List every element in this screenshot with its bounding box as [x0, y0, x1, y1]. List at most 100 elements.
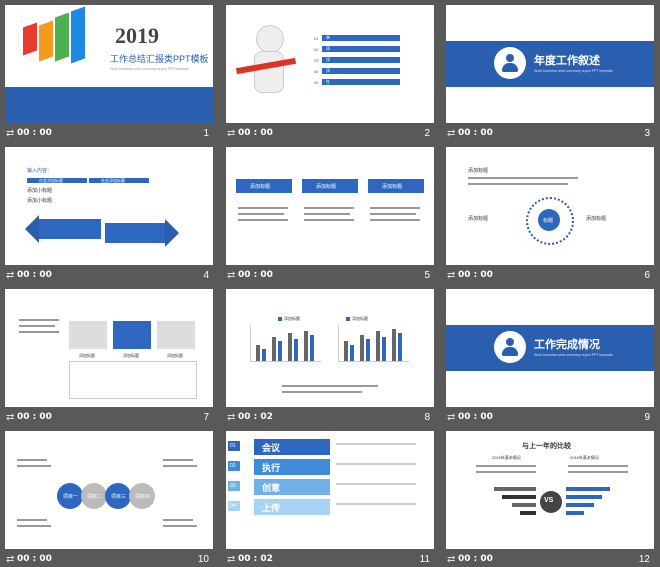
slide-10-canvas: 项目一 项目二 项目三 项目四	[5, 431, 213, 549]
content-label: 输入内容：	[27, 168, 53, 174]
transition-icon: ⇄	[227, 412, 236, 423]
side-label: 添加标题	[468, 216, 489, 222]
tag-label: 在此添加标题	[101, 178, 125, 183]
slide-number: 8	[424, 412, 430, 423]
transition-icon: ⇄	[227, 128, 236, 139]
slide-3-subheading: Work business work summary report PPT te…	[534, 69, 613, 73]
slide-thumbnail-5[interactable]: 添加标题 添加标题 添加标题 ⇄ 00 : 00 5	[226, 147, 434, 283]
slide-thumbnail-4[interactable]: 输入内容： 在此添加标题 在此添加标题 添加小标题 添加小标题 ⇄ 00 : 00…	[5, 147, 213, 283]
column-heading: 添加标题	[250, 184, 271, 190]
slide-2-canvas: 01单击添加标题 02添加您需要的标题 03添加您的标题内容 04添加您的标题 …	[226, 5, 434, 123]
bar-graphic	[39, 20, 53, 62]
slide-1-banner	[5, 87, 213, 123]
bar-graphic	[71, 6, 85, 64]
side-label: 添加标题	[586, 216, 607, 222]
right-heading: 2016年基本情况	[570, 455, 599, 460]
tag-label: 在此添加标题	[39, 178, 63, 183]
slide-number: 6	[644, 270, 650, 281]
figure-body	[254, 51, 284, 93]
slide-timing: 00 : 02	[238, 412, 273, 422]
center-label: 标题	[543, 218, 554, 224]
slide-12-title: 与上一年的比较	[522, 443, 571, 450]
slide-thumbnail-10[interactable]: 项目一 项目二 项目三 项目四 ⇄ 00 : 00 10	[5, 431, 213, 567]
bar-graphic	[23, 22, 37, 56]
slide-3-heading: 年度工作叙述	[534, 55, 600, 67]
slide-number: 7	[203, 412, 209, 423]
slide-timing: 00 : 00	[17, 554, 52, 564]
slide-timing: 00 : 00	[458, 412, 493, 422]
slide-1-canvas: 2019 工作总结汇报类PPT模板 Work business work sum…	[5, 5, 213, 123]
slide-number: 11	[419, 554, 430, 565]
item-number: 02	[230, 463, 236, 469]
slide-timing: 00 : 00	[458, 554, 493, 564]
slide-4-canvas: 输入内容： 在此添加标题 在此添加标题 添加小标题 添加小标题	[5, 147, 213, 265]
slide-number: 9	[644, 412, 650, 423]
transition-icon: ⇄	[6, 554, 15, 565]
subheading: 添加小标题	[27, 198, 53, 204]
slide-3-canvas: 年度工作叙述 Work business work summary report…	[446, 5, 654, 123]
transition-icon: ⇄	[6, 128, 15, 139]
slide-7-canvas: 添加标题 添加标题 添加标题	[5, 289, 213, 407]
slide-timing: 00 : 00	[238, 128, 273, 138]
slide-number: 10	[197, 554, 209, 565]
node-label: 项目三	[111, 494, 127, 500]
node-label: 项目一	[63, 494, 79, 500]
slide-9-heading: 工作完成情况	[534, 339, 600, 351]
slide-5-canvas: 添加标题 添加标题 添加标题	[226, 147, 434, 265]
item-label: 会议	[262, 443, 281, 453]
slide-number: 5	[424, 270, 430, 281]
chart-axes	[338, 325, 409, 362]
item-number: 04	[230, 503, 236, 509]
legend-item: 添加标题	[284, 316, 300, 321]
slide-timing: 00 : 00	[17, 270, 52, 280]
transition-icon: ⇄	[227, 554, 236, 565]
slide-thumbnail-9[interactable]: 工作完成情况 Work business work summary report…	[446, 289, 654, 425]
slide-8-canvas: 添加标题 添加标题	[226, 289, 434, 407]
item-label: 上传	[262, 503, 281, 513]
slide-1-title: 工作总结汇报类PPT模板	[110, 54, 209, 64]
slide-thumbnail-7[interactable]: 添加标题 添加标题 添加标题 ⇄ 00 : 00 7	[5, 289, 213, 425]
transition-icon: ⇄	[447, 270, 456, 281]
slide-9-subheading: Work business work summary report PPT te…	[534, 353, 613, 357]
slide-thumbnail-2[interactable]: 01单击添加标题 02添加您需要的标题 03添加您的标题内容 04添加您的标题 …	[226, 5, 434, 141]
transition-icon: ⇄	[447, 554, 456, 565]
slide-1-subtitle: Work business work summary report PPT te…	[110, 67, 189, 71]
slide-number: 4	[203, 270, 209, 281]
transition-icon: ⇄	[6, 270, 15, 281]
bar-graphic	[55, 12, 69, 62]
chart-axes	[250, 325, 321, 362]
slide-thumbnail-6[interactable]: 添加标题 标题 添加标题 添加标题 ⇄ 00 : 00 6	[446, 147, 654, 283]
slide-12-canvas: 与上一年的比较 2015年基本情况 2016年基本情况 VS	[446, 431, 654, 549]
column-heading: 添加标题	[382, 184, 403, 190]
slide-number: 12	[638, 554, 650, 565]
transition-icon: ⇄	[447, 412, 456, 423]
slide-timing: 00 : 00	[238, 270, 273, 280]
item-label: 创意	[262, 483, 281, 493]
slide-thumbnail-11[interactable]: 01 会议 02 执行 03 创意 04 上传 ⇄ 00 : 02 11	[226, 431, 434, 567]
slide-thumbnail-8[interactable]: 添加标题 添加标题 ⇄ 00 : 02 8	[226, 289, 434, 425]
slide-9-canvas: 工作完成情况 Work business work summary report…	[446, 289, 654, 407]
slide-number: 3	[644, 128, 650, 139]
column-heading: 添加标题	[316, 184, 337, 190]
slide-thumbnail-1[interactable]: 2019 工作总结汇报类PPT模板 Work business work sum…	[5, 5, 213, 141]
slide-9-banner	[446, 325, 654, 371]
figure-head	[256, 25, 284, 53]
slide-thumbnail-3[interactable]: 年度工作叙述 Work business work summary report…	[446, 5, 654, 141]
node-label: 项目二	[87, 494, 103, 500]
left-heading: 2015年基本情况	[492, 455, 521, 460]
slide-timing: 00 : 00	[458, 128, 493, 138]
item-number: 01	[230, 443, 236, 449]
slide-timing: 00 : 00	[17, 412, 52, 422]
slide-6-canvas: 添加标题 标题 添加标题 添加标题	[446, 147, 654, 265]
slide-timing: 00 : 02	[238, 554, 273, 564]
slide-6-heading: 添加标题	[468, 168, 489, 174]
subheading: 添加小标题	[27, 188, 53, 194]
user-icon	[494, 331, 526, 363]
slide-thumbnail-12[interactable]: 与上一年的比较 2015年基本情况 2016年基本情况 VS ⇄ 00 : 00 1…	[446, 431, 654, 567]
grid-table	[69, 361, 197, 399]
legend-item: 添加标题	[352, 316, 368, 321]
transition-icon: ⇄	[227, 270, 236, 281]
slide-11-canvas: 01 会议 02 执行 03 创意 04 上传	[226, 431, 434, 549]
slide-number: 2	[424, 128, 430, 139]
menu-item: 在此添加标题	[326, 79, 330, 114]
